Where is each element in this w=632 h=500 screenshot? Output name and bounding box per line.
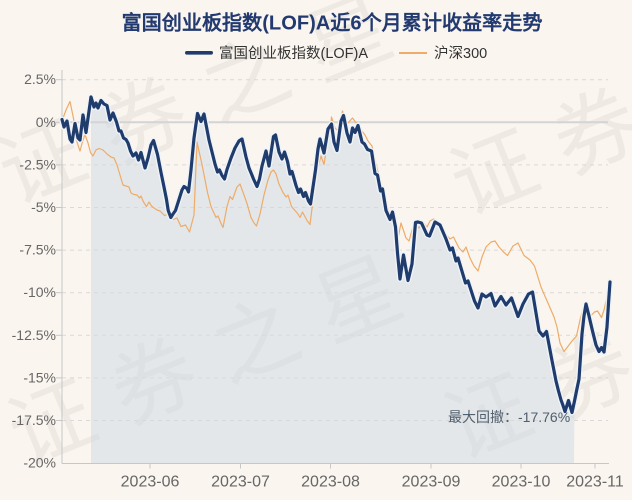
svg-text:2023-11: 2023-11 — [566, 474, 624, 491]
svg-text:0%: 0% — [36, 114, 56, 130]
svg-text:证券之星: 证券之星 — [438, 0, 632, 233]
svg-text:-7.5%: -7.5% — [19, 242, 56, 258]
svg-text:-10%: -10% — [23, 284, 56, 300]
svg-text:-15%: -15% — [23, 369, 56, 385]
svg-text:-12.5%: -12.5% — [12, 327, 56, 343]
svg-text:最大回撤：-17.76%: 最大回撤：-17.76% — [448, 409, 570, 425]
svg-text:-17.5%: -17.5% — [12, 412, 56, 428]
svg-text:富国创业板指数(LOF)A: 富国创业板指数(LOF)A — [219, 44, 368, 62]
svg-text:2023-07: 2023-07 — [211, 474, 270, 491]
svg-text:2023-06: 2023-06 — [121, 474, 180, 491]
svg-text:富国创业板指数(LOF)A近6个月累计收益率走势: 富国创业板指数(LOF)A近6个月累计收益率走势 — [122, 11, 543, 35]
svg-text:-2.5%: -2.5% — [19, 156, 56, 172]
svg-text:2.5%: 2.5% — [24, 71, 56, 87]
svg-text:2023-10: 2023-10 — [492, 474, 551, 491]
svg-text:-5%: -5% — [31, 199, 56, 215]
svg-text:沪深300: 沪深300 — [434, 45, 487, 62]
svg-text:2023-09: 2023-09 — [402, 474, 461, 491]
svg-text:2023-08: 2023-08 — [301, 474, 360, 491]
svg-text:-20%: -20% — [23, 455, 56, 471]
